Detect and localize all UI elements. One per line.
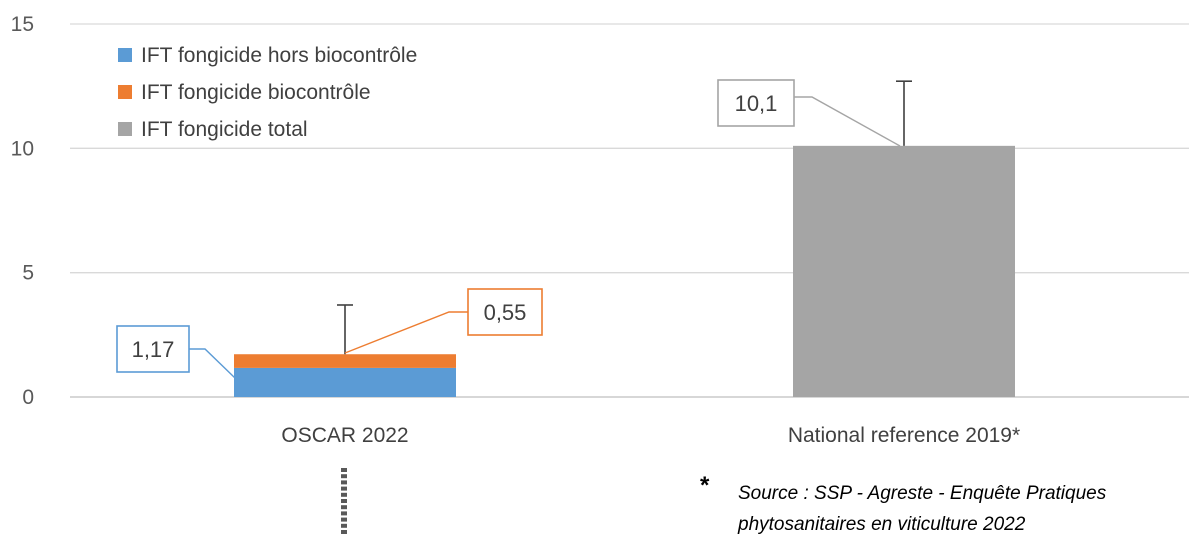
footnote-line-2: phytosanitaires en viticulture 2022 [738,514,1026,535]
y-tick-label-0: 0 [22,386,34,409]
connector-dot-7 [341,511,347,516]
connector-dot-2 [341,480,347,485]
y-tick-label-15: 15 [11,13,34,36]
data-label-2: 10,1 [735,91,778,116]
connector-dot-9 [341,523,347,528]
data-label-1: 0,55 [484,300,527,325]
data-label-leader-1 [344,311,468,354]
footnote-line-1: Source : SSP - Agreste - Enquête Pratiqu… [738,483,1107,504]
data-label-leader-2 [794,96,901,147]
connector-dot-10 [341,530,347,534]
data-label-box-0 [116,325,190,373]
connector-dot-6 [341,505,347,510]
x-category-label-0: OSCAR 2022 [281,424,408,447]
connector-dot-3 [341,486,347,491]
connector-dot-1 [341,474,347,479]
bar-1-series-2 [793,145,1015,397]
legend-swatch-2 [118,122,132,136]
data-label-leader-0 [189,348,236,379]
legend-swatch-0 [118,48,132,62]
connector-dot-8 [341,517,347,522]
data-label-0: 1,17 [132,337,175,362]
legend-label-2: IFT fongicide total [141,118,308,141]
footnote-marker: * [700,472,710,499]
y-tick-label-5: 5 [22,262,34,285]
connector-dot-4 [341,492,347,497]
data-label-box-2 [717,79,795,127]
legend-label-0: IFT fongicide hors biocontrôle [141,44,417,67]
y-tick-label-10: 10 [11,137,34,160]
bar-0-series-0 [234,367,456,397]
x-category-label-1: National reference 2019* [788,424,1020,447]
bar-0-series-1 [234,354,456,368]
connector-dot-5 [341,499,347,503]
data-label-box-1 [467,288,543,336]
legend-swatch-1 [118,85,132,99]
connector-dot-0 [341,468,347,472]
legend-label-1: IFT fongicide biocontrôle [141,81,371,104]
